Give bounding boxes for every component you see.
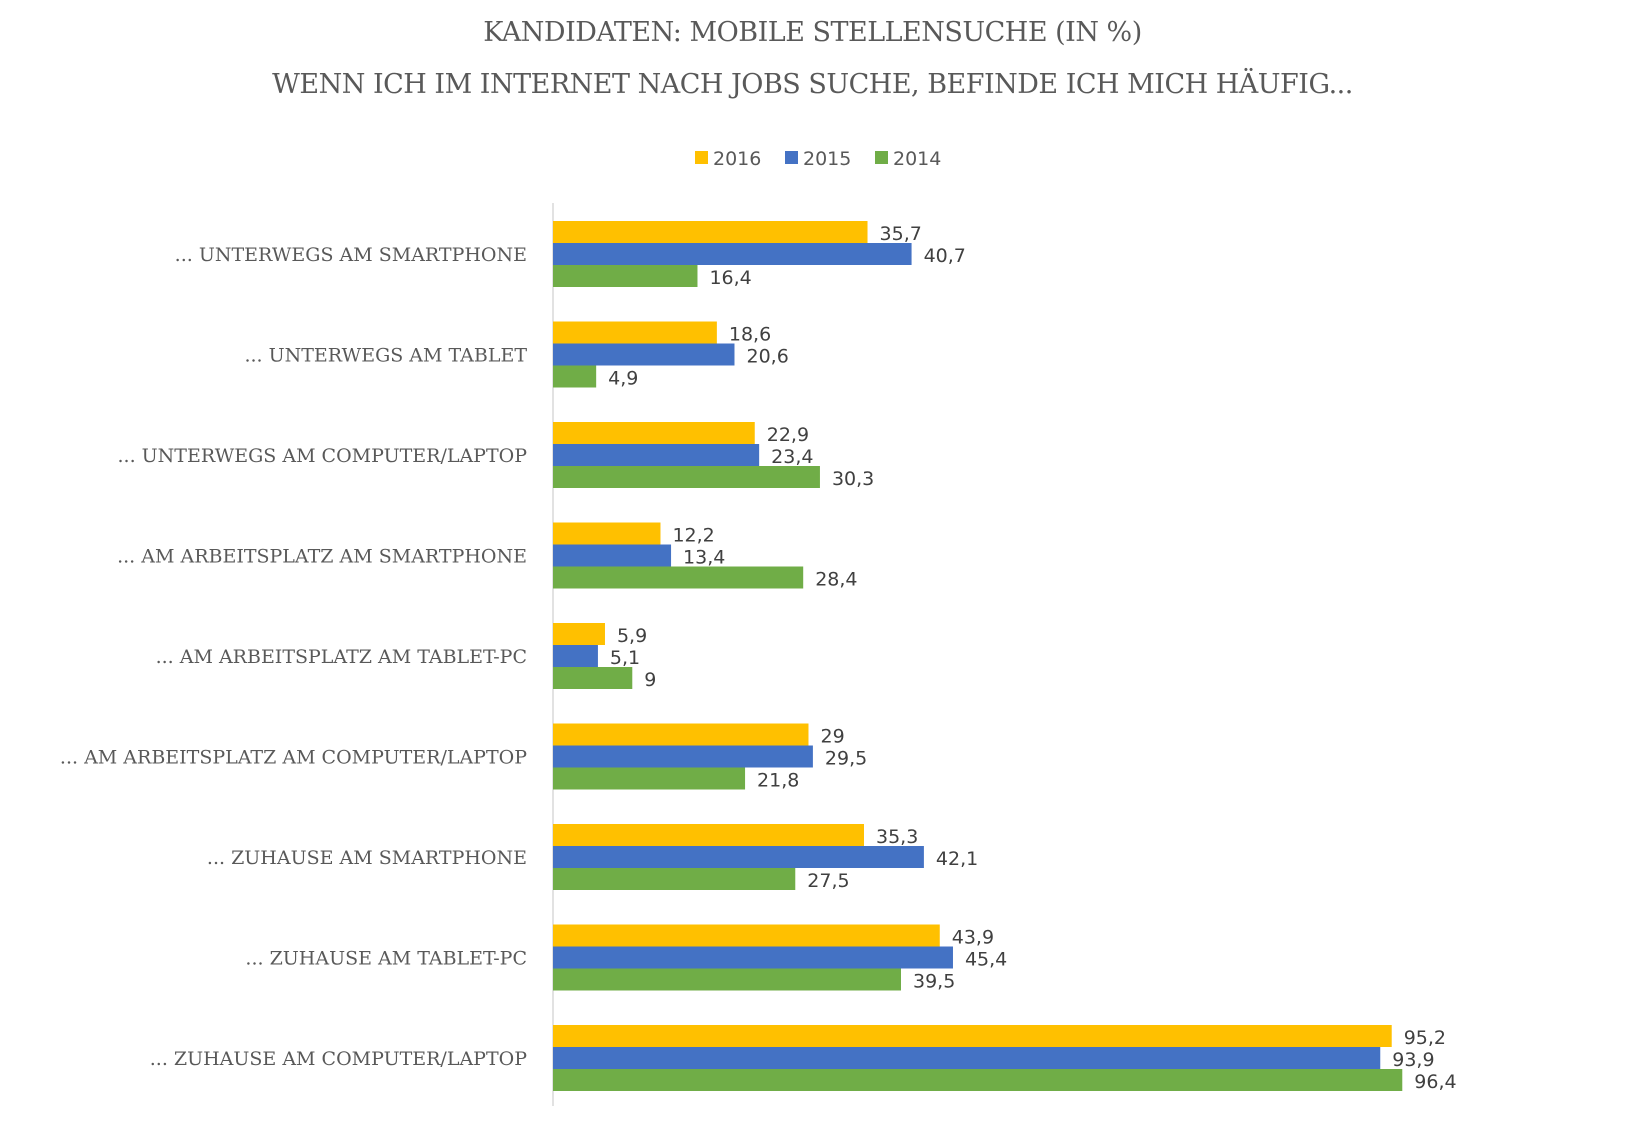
data-label-2015: 20,6 [746,346,788,368]
bar-2014 [553,667,633,689]
category-label: ... UNTERWEGS AM COMPUTER/LAPTOP [117,445,527,467]
bar-2014 [553,466,820,488]
category-label: ... ZUHAUSE AM SMARTPHONE [207,847,527,869]
category-label: ... UNTERWEGS AM SMARTPHONE [175,244,527,266]
data-label-2016: 29 [820,726,844,748]
data-label-2015: 45,4 [965,949,1007,971]
bar-2016 [553,1025,1392,1047]
bar-2014 [553,968,901,991]
legend-swatch-2016 [695,151,708,164]
category-label: ... AM ARBEITSPLATZ AM SMARTPHONE [117,546,527,568]
bar-2015 [553,444,760,466]
bar-2015 [553,1047,1381,1069]
data-label-2014: 39,5 [913,971,955,993]
bar-2014 [553,566,804,589]
data-label-2016: 18,6 [729,324,771,346]
legend-label-2014: 2014 [893,148,941,170]
data-label-2014: 27,5 [807,870,849,892]
data-label-2016: 5,9 [617,625,647,647]
data-label-2015: 42,1 [936,848,978,870]
bar-2014 [553,1069,1403,1091]
chart-subtitle: WENN ICH IM INTERNET NACH JOBS SUCHE, BE… [272,69,1353,100]
data-label-2014: 4,9 [608,368,638,390]
data-label-2014: 96,4 [1414,1071,1456,1093]
legend-swatch-2015 [785,151,798,164]
category-label: ... ZUHAUSE AM COMPUTER/LAPTOP [150,1048,527,1070]
bar-2016 [553,924,940,947]
data-label-2016: 35,7 [880,223,922,245]
bar-2016 [553,824,864,846]
legend-label-2016: 2016 [713,148,761,170]
bar-2015 [553,946,953,969]
category-label: ... UNTERWEGS AM TABLET [244,345,527,367]
chart-title: KANDIDATEN: MOBILE STELLENSUCHE (IN %) [483,17,1142,48]
data-label-2014: 16,4 [709,267,751,289]
bar-2015 [553,645,598,667]
data-label-2014: 28,4 [815,569,857,591]
bar-2014 [553,265,698,287]
legend-label-2015: 2015 [803,148,851,170]
bar-2015 [553,846,924,868]
legend-swatch-2014 [875,151,888,164]
bar-2016 [553,623,605,645]
category-label: ... AM ARBEITSPLATZ AM COMPUTER/LAPTOP [60,747,527,769]
bar-2015 [553,745,813,768]
data-label-2014: 21,8 [757,770,799,792]
category-label: ... AM ARBEITSPLATZ AM TABLET-PC [156,646,527,668]
bar-2016 [553,422,755,444]
data-label-2014: 9 [644,669,656,691]
data-label-2016: 12,2 [672,525,714,547]
data-label-2015: 23,4 [771,446,813,468]
data-label-2015: 93,9 [1392,1049,1434,1071]
data-label-2015: 40,7 [924,245,966,267]
data-label-2015: 13,4 [683,547,725,569]
bar-2016 [553,723,809,746]
bar-2014 [553,767,746,790]
data-label-2015: 5,1 [610,647,640,669]
category-label: ... ZUHAUSE AM TABLET-PC [245,948,527,970]
data-label-2016: 95,2 [1404,1027,1446,1049]
bar-2015 [553,243,912,265]
bar-2016 [553,321,717,344]
data-label-2016: 22,9 [767,424,809,446]
data-label-2016: 35,3 [876,826,918,848]
data-label-2015: 29,5 [825,748,867,770]
data-label-2014: 30,3 [832,468,874,490]
bar-2014 [553,365,597,388]
bar-2015 [553,343,735,366]
data-label-2016: 43,9 [952,927,994,949]
bar-2016 [553,221,868,243]
bar-2014 [553,868,796,890]
bar-2015 [553,544,672,567]
bar-2016 [553,522,661,545]
